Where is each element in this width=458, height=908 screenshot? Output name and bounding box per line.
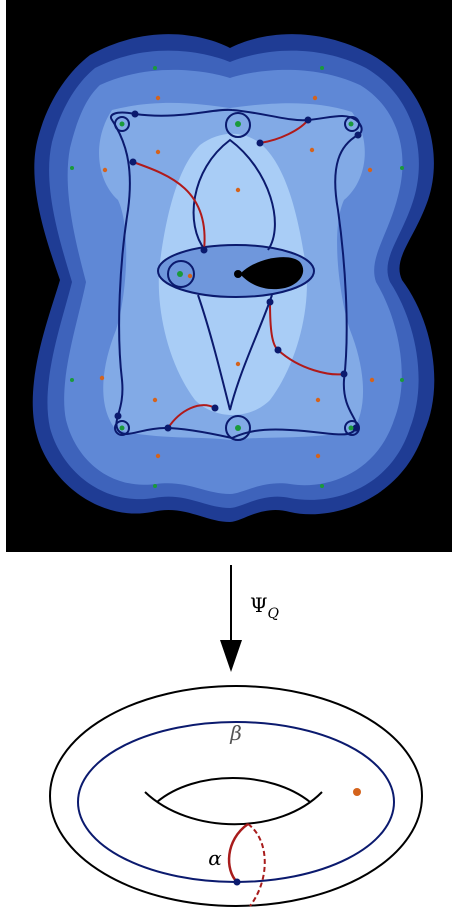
- figure: ΨQ β α: [0, 0, 458, 908]
- marked-point: [353, 788, 361, 796]
- torus: β α: [50, 686, 422, 906]
- base-point: [234, 879, 241, 886]
- hole-lower: [145, 792, 322, 824]
- central-dot: [234, 270, 242, 278]
- map-label: ΨQ: [250, 593, 280, 622]
- alpha-label: α: [208, 846, 222, 870]
- julia-set-panel: [6, 0, 452, 552]
- alpha-back: [248, 824, 265, 906]
- map-symbol: Ψ: [250, 593, 268, 617]
- torus-outline: [50, 686, 422, 906]
- map-subscript: Q: [268, 606, 280, 622]
- hole-upper: [157, 778, 310, 802]
- beta-label: β: [229, 721, 242, 745]
- alpha-curve: [229, 824, 248, 882]
- page: {"map_label": {"symbol": "Ψ", "subscript…: [0, 0, 458, 908]
- arrow-head: [220, 640, 242, 672]
- beta-curve: [78, 722, 394, 882]
